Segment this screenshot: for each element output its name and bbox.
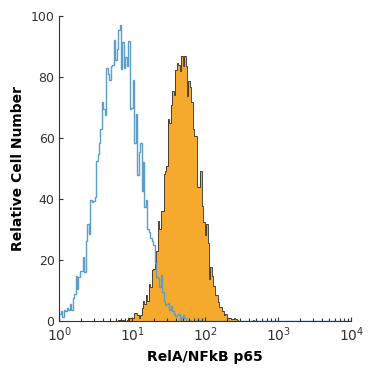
Y-axis label: Relative Cell Number: Relative Cell Number — [11, 86, 25, 251]
X-axis label: RelA/NFkB p65: RelA/NFkB p65 — [147, 350, 263, 364]
